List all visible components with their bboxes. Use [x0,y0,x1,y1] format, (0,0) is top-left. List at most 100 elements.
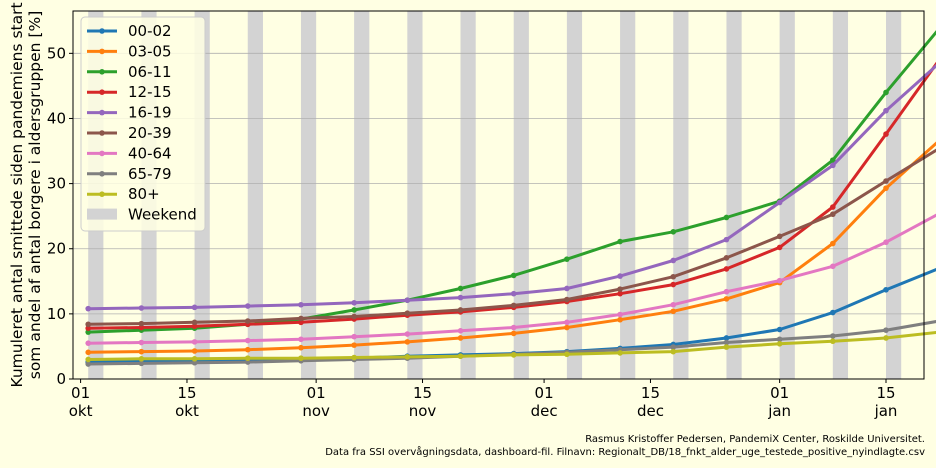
legend-marker [99,28,105,34]
data-point [85,329,91,335]
x-tick-month-label: dec [637,402,664,420]
data-point [776,341,783,347]
data-point [85,321,91,328]
data-point [351,342,357,348]
data-point [85,349,91,356]
data-point [510,324,517,331]
data-point [85,325,91,331]
data-point [457,328,464,334]
data-point [883,178,889,184]
data-point [298,315,304,322]
y-axis-label-line: som andel af antal borgere i aldersgrupp… [26,11,44,380]
data-point [830,240,836,247]
legend-marker [99,130,105,136]
data-point [85,361,91,367]
data-point [298,336,304,343]
data-point [723,288,730,295]
x-tick-month-label: dec [531,402,558,420]
x-tick-month-label: jan [767,402,791,420]
data-point [830,263,836,270]
y-tick-label: 20 [47,240,66,258]
data-point [883,239,889,246]
x-tick-label: 01 [535,384,554,402]
data-series [85,30,936,367]
data-point [298,319,304,326]
series-line [86,267,936,364]
data-point [191,348,198,354]
data-point [723,335,730,341]
data-point [670,257,677,264]
data-point [830,162,836,169]
weekend-band [354,11,370,379]
legend-marker [99,69,105,75]
credit-line-1: Rasmus Kristoffer Pedersen, PandemiX Cen… [585,434,925,445]
y-tick-label: 10 [47,305,66,323]
data-point [244,355,251,361]
data-point [404,331,411,337]
data-point [351,307,357,313]
data-point [617,350,623,356]
data-point [191,323,198,330]
weekend-band [407,11,423,379]
data-point [138,305,145,311]
legend-marker [99,48,105,55]
x-tick-month-label: nov [409,402,437,420]
data-point [670,301,677,308]
data-point [138,348,145,355]
data-point [298,355,304,361]
series-16-19 [85,63,936,312]
data-point [191,339,198,345]
weekend-band [886,11,902,379]
data-point [351,313,357,320]
data-point [404,297,411,303]
data-point [244,346,251,353]
y-axis-label-line: Kumuleret antal smittede siden pandemien… [8,2,26,387]
data-point [564,285,570,292]
data-point [830,211,836,218]
data-point [85,305,91,312]
legend: 00-02 03-05 06-11 12-15 16-19 20-39 40-64 65-79… [80,16,206,232]
legend-label: 06-11 [128,63,172,81]
data-point [617,286,623,292]
plot-frame [72,10,925,380]
series-line [86,148,936,326]
data-point [670,281,677,288]
series-80+ [85,330,936,363]
legend-marker [99,109,105,116]
data-point [564,256,570,262]
data-point [617,290,623,297]
legend-label: 03-05 [128,42,172,60]
legend-weekend-swatch [87,208,117,220]
data-point [351,333,357,340]
x-tick-label: 15 [413,384,432,402]
data-point [830,204,836,210]
data-point [564,324,570,331]
weekend-band [620,11,636,379]
y-tick-label: 30 [47,175,66,193]
credit-line-2: Data fra SSI overvågningsdata, dashboard… [325,445,925,458]
data-point [883,131,889,137]
legend-label: 12-15 [128,83,172,101]
data-point [404,310,411,317]
data-point [617,238,623,245]
data-point [723,236,730,243]
data-point [883,107,889,114]
data-point [776,233,783,240]
data-point [883,286,889,293]
data-point [85,340,91,346]
data-point [617,316,623,323]
weekend-band [673,11,689,379]
data-point [457,335,464,341]
series-40-64 [85,213,936,346]
data-point [298,344,304,351]
legend-marker [99,171,105,177]
y-tick-label: 40 [47,109,66,127]
x-tick-label: 15 [876,384,895,402]
data-point [617,311,623,318]
weekend-bands [88,11,902,379]
y-tick-label: 50 [47,44,66,62]
data-point [776,336,783,343]
legend-label: 40-64 [128,144,172,162]
data-point [138,360,145,367]
legend-marker [99,150,105,157]
